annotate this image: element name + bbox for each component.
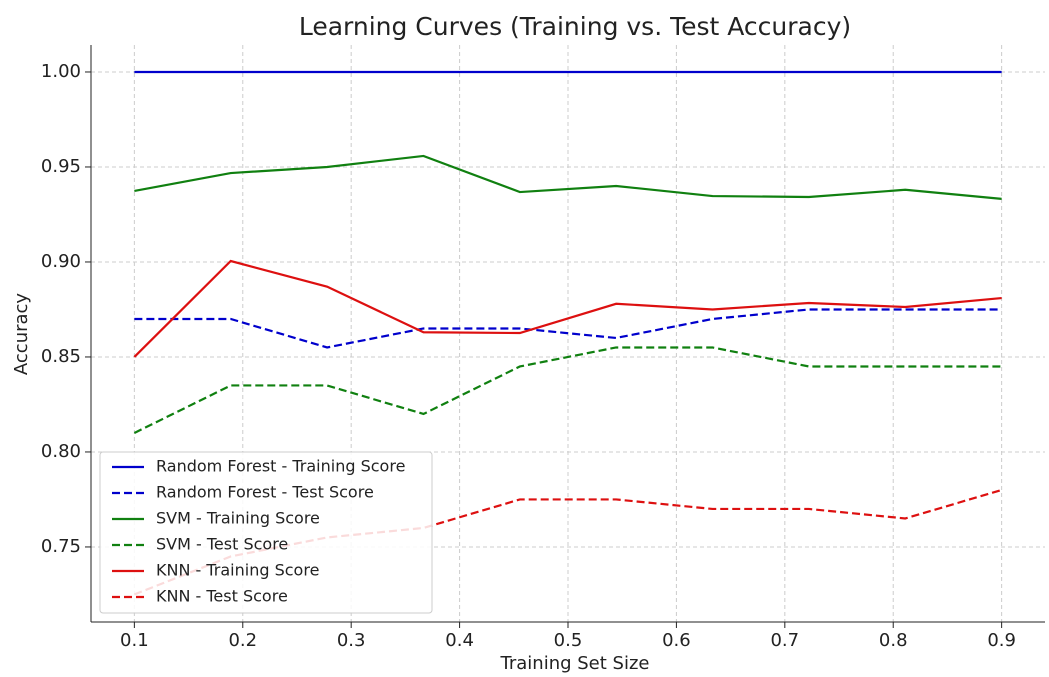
legend-label: KNN - Test Score [156, 587, 288, 606]
y-tick-label: 0.90 [41, 251, 81, 272]
y-tick-label: 0.80 [41, 441, 81, 462]
x-tick-label: 0.4 [445, 630, 474, 651]
x-tick-label: 0.8 [879, 630, 908, 651]
x-tick-label: 0.5 [554, 630, 583, 651]
y-tick-label: 1.00 [41, 61, 81, 82]
legend-label: Random Forest - Training Score [156, 457, 405, 476]
legend-label: SVM - Training Score [156, 509, 320, 528]
y-tick-label: 0.95 [41, 156, 81, 177]
series-line [134, 154, 1002, 200]
chart-title: Learning Curves (Training vs. Test Accur… [299, 12, 851, 41]
series-line [133, 346, 1002, 434]
x-axis-label: Training Set Size [500, 653, 650, 674]
series-line [133, 259, 1002, 358]
legend-box [99, 451, 433, 614]
legend-label: KNN - Training Score [156, 561, 319, 580]
x-tick-label: 0.1 [120, 630, 149, 651]
legend-label: Random Forest - Test Score [156, 483, 374, 502]
series-line [134, 308, 1002, 349]
series-line [133, 488, 1002, 596]
y-tick-label: 0.85 [41, 346, 81, 367]
x-tick-label: 0.3 [337, 630, 366, 651]
x-tick-label: 0.9 [987, 630, 1016, 651]
x-tick-label: 0.2 [228, 630, 257, 651]
y-tick-label: 0.75 [41, 536, 81, 557]
x-tick-label: 0.7 [770, 630, 799, 651]
legend: Random Forest - Training Score Random For… [99, 451, 433, 614]
y-axis-label: Accuracy [11, 293, 32, 376]
x-tick-label: 0.6 [662, 630, 691, 651]
legend-label: SVM - Test Score [156, 535, 288, 554]
